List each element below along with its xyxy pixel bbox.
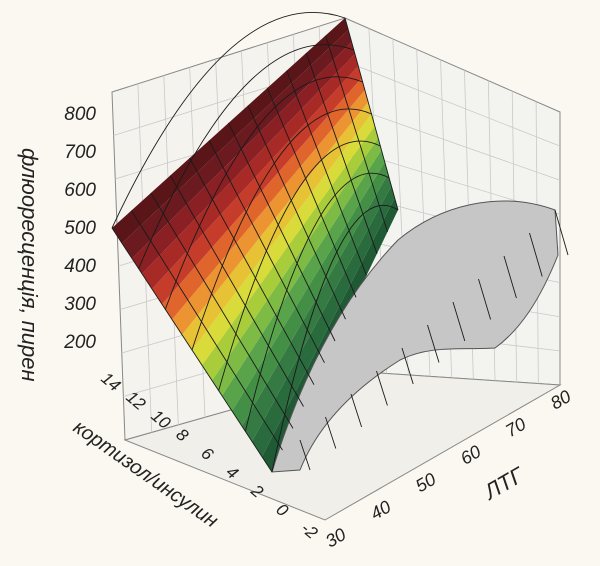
surface-band — [222, 150, 385, 411]
x-tick-label: 60 — [457, 441, 484, 468]
mesh-line — [150, 192, 294, 429]
mesh-line — [208, 140, 325, 364]
mesh-curve — [271, 204, 399, 473]
y-tick-label: -2 — [297, 519, 321, 544]
surface-band — [232, 162, 389, 427]
z-tick-label: 300 — [64, 294, 96, 315]
ridge-surface — [271, 200, 559, 473]
surface-band — [192, 114, 375, 366]
surface-band — [182, 102, 372, 350]
mesh-line — [376, 370, 388, 406]
surface-band — [172, 90, 369, 335]
mesh-line — [529, 232, 543, 277]
z-axis-title: флюоресценція, пирен — [17, 148, 42, 382]
surface-band — [162, 78, 365, 320]
mesh-line — [286, 70, 367, 276]
mesh-line — [427, 324, 440, 363]
mesh-line — [325, 35, 388, 232]
x-tick-label: 30 — [322, 524, 349, 551]
mesh-curve — [244, 172, 390, 432]
mesh-line — [266, 87, 357, 298]
mesh-line — [169, 175, 304, 407]
surface-band — [112, 18, 349, 244]
z-tick-label: 400 — [64, 256, 96, 277]
surface-band — [202, 126, 379, 381]
mesh-line — [325, 416, 337, 449]
surface-band — [132, 42, 355, 274]
grid-line — [349, 106, 561, 181]
surface-mesh — [111, 12, 569, 473]
surface-band — [142, 54, 359, 289]
mesh-line — [228, 122, 336, 342]
mesh-line — [350, 393, 363, 428]
y-tick-label: 0 — [272, 500, 292, 521]
z-tick-label: 700 — [64, 142, 96, 163]
mesh-line — [503, 255, 517, 299]
z-tick-label: 500 — [64, 218, 96, 239]
z-axis-ticks: 800 700 600 500 400 300 200 — [63, 104, 96, 353]
x-tick-label: 50 — [412, 469, 439, 496]
mesh-curve — [138, 44, 354, 269]
surface-colored-band — [112, 18, 398, 472]
surface-band — [122, 30, 352, 259]
surface-band — [212, 138, 382, 396]
mesh-line — [189, 157, 315, 385]
mesh-curve — [218, 140, 381, 391]
surface-grey-ridge — [271, 200, 559, 473]
y-tick-label: 14 — [97, 369, 124, 396]
x-axis-title: ЛТГ — [478, 461, 529, 505]
mesh-line — [478, 278, 492, 320]
mesh-line — [305, 52, 378, 254]
x-tick-label: 70 — [502, 414, 529, 441]
z-tick-label: 600 — [64, 180, 96, 201]
mesh-curve — [191, 108, 372, 351]
mesh-line — [131, 210, 283, 451]
mesh-line — [401, 347, 414, 385]
x-tick-label: 40 — [367, 497, 394, 524]
mesh-line — [452, 301, 466, 342]
mesh-curve — [111, 12, 346, 229]
mesh-line — [299, 439, 311, 471]
mesh-curve — [164, 76, 363, 310]
surface-band — [152, 66, 362, 305]
z-tick-label: 200 — [63, 332, 96, 353]
mesh-line — [247, 105, 346, 320]
mesh-line — [554, 209, 569, 256]
surface-band — [242, 174, 392, 442]
surface-band — [252, 186, 395, 457]
grid-line — [347, 61, 561, 147]
z-tick-label: 800 — [64, 104, 96, 125]
